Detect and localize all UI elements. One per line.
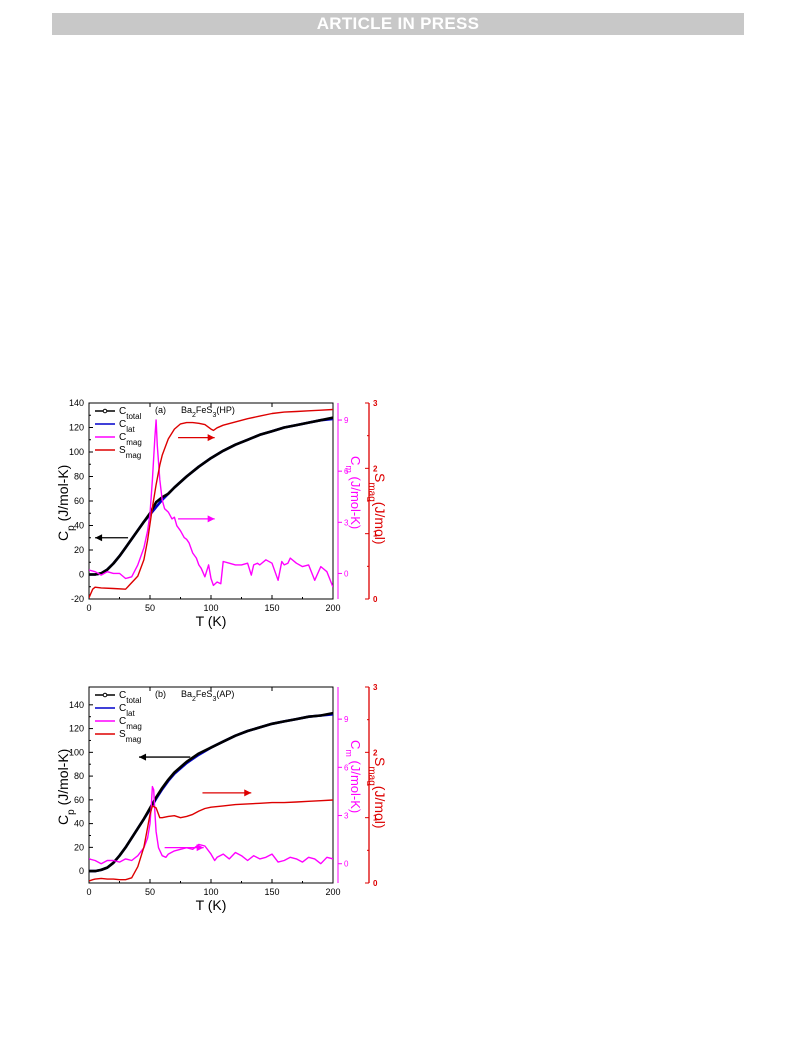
figure-b-heat-capacity-ap: 0 50 100 150 200 0 20 40 60 80 100 120 140 0 3 6 9 0 1 2 3 Ct… [55,683,389,913]
x-tick-label: 150 [264,603,279,613]
series-group [89,408,333,598]
x-tick-label: 100 [203,603,218,613]
legend-label: Clat [119,419,135,434]
series-c-mag [89,785,333,865]
y-tick-label: 140 [69,398,84,408]
y-tick-label: 20 [74,842,84,852]
arrow-head [139,753,147,761]
cmag-tick-label: 3 [344,812,349,821]
cmag-tick-label: 0 [344,860,349,869]
x-tick-label: 200 [325,887,340,897]
smag-tick-label: 2 [373,748,378,757]
arrow-head [95,534,103,542]
compound-label: Ba2FeS3(AP) [181,689,234,703]
y-tick-label: 100 [69,747,84,757]
article-in-press-banner: ARTICLE IN PRESS [52,13,744,35]
y-tick-label: 60 [74,496,84,506]
y-tick-label: 40 [74,521,84,531]
y-axis-label-left: Cp (J/mol-K) [55,465,77,541]
legend-label: Smag [119,445,141,460]
smag-tick-label: 3 [373,399,378,408]
x-tick-label: 0 [86,603,91,613]
series-c-total [89,416,333,576]
arrow-head [244,789,252,797]
legend-marker [102,692,108,698]
y-tick-label: 80 [74,771,84,781]
x-tick-label: 0 [86,887,91,897]
smag-tick-label: 3 [373,683,378,692]
series-group [89,711,333,882]
arrow-head [207,515,215,523]
cmag-tick-label: 9 [344,416,349,425]
y-tick-label: 120 [69,423,84,433]
y-axis-label-smag: Smag(J/mol) [367,473,389,545]
y-tick-label: -20 [71,594,84,604]
arrow-head [196,844,204,852]
legend-label: Cmag [119,716,142,731]
series-c-mag [89,419,333,588]
x-tick-label: 200 [325,603,340,613]
legend-label: Cmag [119,432,142,447]
y-tick-label: 100 [69,447,84,457]
y-axis-label-smag: Smag(J/mol) [367,757,389,829]
cmag-tick-label: 0 [344,569,349,578]
panel-label: (b) [155,689,166,699]
series-s-mag [89,799,333,882]
legend-marker [102,408,108,414]
cmag-tick-label: 3 [344,518,349,527]
y-axis-label-cmag: Cm (J/mol-K) [344,456,363,529]
legend-label: Smag [119,729,141,744]
smag-tick-label: 1 [373,530,378,539]
x-axis-label: T (K) [196,897,227,913]
panel-label: (a) [155,405,166,415]
legend-label: Ctotal [119,406,142,421]
series-c-total [89,711,333,873]
smag-tick-label: 0 [373,595,378,604]
y-tick-label: 140 [69,700,84,710]
cmag-tick-label: 6 [344,763,349,772]
compound-label: Ba2FeS3(HP) [181,405,235,419]
series-s-mag [89,408,333,598]
x-tick-label: 50 [145,603,155,613]
cmag-tick-label: 6 [344,467,349,476]
banner-text: ARTICLE IN PRESS [316,14,480,33]
smag-tick-label: 1 [373,814,378,823]
x-tick-label: 50 [145,887,155,897]
y-axis-label-left: Cp (J/mol-K) [55,749,77,825]
y-tick-label: 0 [79,570,84,580]
x-tick-label: 100 [203,887,218,897]
y-axis-label-cmag: Cm (J/mol-K) [344,740,363,813]
arrow-head [207,434,215,442]
y-tick-label: 120 [69,724,84,734]
smag-tick-label: 0 [373,879,378,888]
y-tick-label: 80 [74,472,84,482]
legend-label: Clat [119,703,135,718]
smag-tick-label: 2 [373,464,378,473]
cmag-tick-label: 9 [344,715,349,724]
y-tick-label: 0 [79,866,84,876]
x-tick-label: 150 [264,887,279,897]
figure-a-heat-capacity-hp: 0 50 100 150 200-200204060801001201400369012… [55,398,389,629]
x-axis-label: T (K) [196,613,227,629]
y-tick-label: 20 [74,545,84,555]
y-tick-label: 60 [74,795,84,805]
y-tick-label: 40 [74,819,84,829]
legend-label: Ctotal [119,690,142,705]
